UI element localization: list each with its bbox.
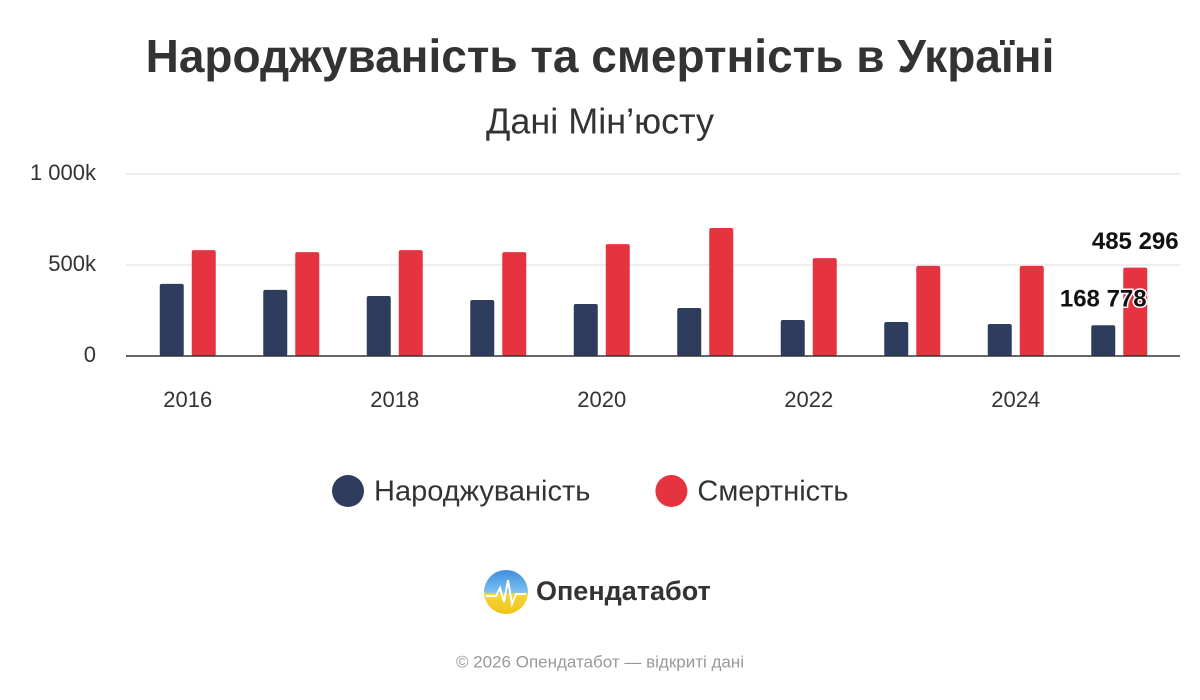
legend-label: Народжуваність [374,476,590,508]
x-tick-label: 2024 [991,387,1040,412]
logo: Опендатабот [484,570,711,614]
bar [295,252,320,356]
bar [191,250,216,356]
brand-name: Опендатабот [536,576,711,606]
bar [366,295,391,356]
bar [812,258,837,356]
footer: © 2026 Опендатабот — відкриті дані [456,652,744,671]
legend-label: Смертність [697,476,848,508]
data-label: 485 296 [1092,228,1179,255]
x-tick-label: 2018 [370,387,419,412]
logo-pulse [486,579,526,608]
bar [605,244,630,356]
x-tick-label: 2022 [784,387,833,412]
bar [398,250,423,356]
y-tick-label: 500k [48,251,97,276]
y-tick-label: 0 [84,342,96,367]
bar [677,307,702,356]
bar [987,323,1012,356]
data-label: 168 778 [1060,286,1147,313]
bar [780,319,805,356]
legend-marker [655,475,688,507]
bar [916,265,941,356]
bar [1019,265,1044,356]
bar [884,321,909,356]
legend-marker [332,475,364,507]
bar [470,299,495,356]
bar [263,289,288,356]
bar [159,283,184,356]
x-tick-label: 2020 [577,387,626,412]
bar [709,228,734,356]
bar [1091,325,1116,356]
x-tick-label: 2016 [163,387,212,412]
chart-subtitle: Дані Мін’юсту [486,101,714,142]
bar [573,303,598,356]
bar [1123,267,1148,356]
bar [502,252,527,356]
y-tick-label: 1 000k [30,160,97,185]
chart-title: Народжуваність та смертність в Україні [146,30,1055,82]
